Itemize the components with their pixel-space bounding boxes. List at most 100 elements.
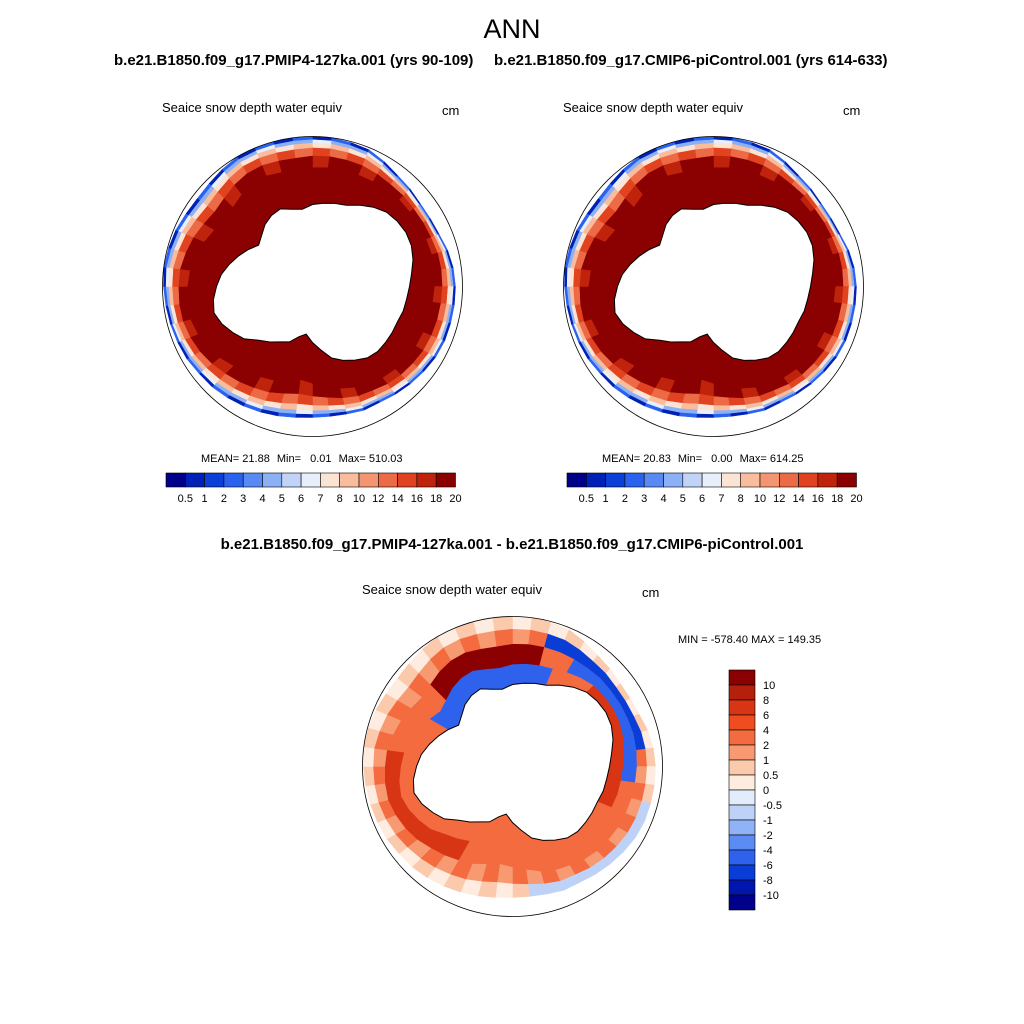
panel3-sea-ice-cell [473,617,495,635]
panel2-colorbar-swatch [605,472,626,488]
panel2-colorbar-swatch [624,472,645,488]
panel1-stats: MEAN= 21.88 Min= 0.01 Max= 510.03 [201,453,403,465]
panel3-sea-ice-cell [623,749,638,767]
panel3-colorbar-swatch [728,879,756,896]
panel1-colorbar-swatch [416,472,437,488]
panel3-sea-ice-cell [384,749,405,767]
panel3-colorbar-swatch [728,714,756,731]
panel3-colorbar-tick-label: 1 [763,755,769,767]
panel2-max-value: 614.25 [769,453,804,465]
panel1-variable-label: Seaice snow depth water equiv [162,100,342,115]
panel2-mean-value: 20.83 [643,453,671,465]
panel3-colorbar-swatch [728,684,756,701]
panel2-min-label: Min= [677,453,703,465]
panel1-colorbar-swatch [223,472,244,488]
panel3-colorbar-tick-label: -8 [763,875,773,887]
panel3-colorbar-swatch [728,669,756,686]
panel1-colorbar-swatch [165,472,186,488]
panel3-colorbar-swatch [728,744,756,761]
panel3-colorbar-tick-label: 0.5 [763,770,778,782]
panel2-colorbar-swatch [836,472,857,488]
panel1-min-value: 0.01 [310,453,332,465]
panel2-colorbar-swatch [663,472,684,488]
panel1-sea-ice-cell [163,266,167,287]
panel3-colorbar-swatch [728,759,756,776]
panel3-colorbar-swatch [728,864,756,881]
panel1-colorbar-tick-label: 18 [430,493,442,505]
panel1-title: b.e21.B1850.f09_g17.PMIP4-127ka.001 (yrs… [114,52,474,69]
panel3-title: b.e21.B1850.f09_g17.PMIP4-127ka.001 - b.… [220,536,804,553]
panel3-sea-ice-cell [527,883,548,897]
panel2-colorbar-swatch [759,472,780,488]
panel2-colorbar-swatch [566,472,587,488]
panel2-stats: MEAN= 20.83 Min= 0.00 Max= 614.25 [602,453,804,465]
panel3-colorbar-tick-label: -0.5 [763,800,782,812]
panel1-colorbar-swatch [242,472,263,488]
panel1-mean-label: MEAN= [201,453,240,465]
panel2-colorbar-tick-label: 1 [603,493,609,505]
panel1-antarctica-outline [212,202,414,361]
panel3-sea-ice-cell [512,628,531,645]
panel3-colorbar-tick-label: 8 [763,695,769,707]
panel1-colorbar-tick-label: 2 [221,493,227,505]
panel2-colorbar-tick-label: 4 [660,493,666,505]
panel3-colorbar-tick-label: -2 [763,830,773,842]
panel1-sea-ice-cell [295,413,313,418]
panel1-sea-ice-cell [312,405,330,412]
panel3-colorbar-swatch [728,849,756,866]
panel2-sea-ice-cell [696,409,714,415]
panel2-colorbar-swatch [701,472,722,488]
panel3-colorbar-tick-label: -4 [763,845,773,857]
panel2-colorbar-tick-label: 7 [718,493,724,505]
panel3-sea-ice-cell [496,643,513,669]
panel2-sea-ice-cell [697,403,714,412]
panel3-variable-label: Seaice snow depth water equiv [362,582,542,597]
panel3-min-value: -578.40 [710,634,749,646]
panel1-colorbar-tick-label: 1 [202,493,208,505]
panel1-polar-map [162,136,463,437]
panel2-title: b.e21.B1850.f09_g17.CMIP6-piControl.001 … [494,52,888,69]
panel1-colorbar-tick-label: 5 [279,493,285,505]
panel3-colorbar-swatch [728,894,756,911]
panel2-min-value: 0.00 [711,453,733,465]
panel1-max-label: Max= [338,453,366,465]
panel1-sea-ice-cell [312,396,329,407]
panel1-colorbar-tick-label: 3 [240,493,246,505]
panel1-sea-ice-cell [295,409,313,415]
panel1-colorbar-swatch [320,472,340,488]
panel3-colorbar-tick-label: 4 [763,725,769,737]
panel2-sea-ice-cell [835,269,844,287]
panel1-colorbar: 0.5 1 2 3 4 5 6 7 8 10 12 14 16 18 20 [165,472,462,505]
panel1-colorbar-swatch [358,472,379,488]
panel2-colorbar-tick-label: 6 [699,493,705,505]
panel3-sea-ice-cell [495,882,513,898]
panel2-sea-ice-cell [713,405,731,412]
panel2-colorbar-tick-label: 18 [831,493,843,505]
panel2-units: cm [843,103,861,118]
panel1-units: cm [442,103,460,118]
panel3-colorbar-swatch [728,789,756,806]
panel1-colorbar-tick-label: 16 [411,493,423,505]
panel1-colorbar-swatch [300,472,321,488]
panel2-antarctica-outline [613,202,815,361]
panel1-colorbar-swatch [378,472,398,488]
panel1-colorbar-swatch [339,472,360,488]
panel3-colorbar: 10 8 6 4 2 1 0.5 0 -0.5 -1 -2 -4 -6 -8 -10 [728,669,782,911]
panel3-sea-ice-cell [620,766,638,783]
panel2-colorbar-tick-label: 12 [773,493,785,505]
panel2-variable-label: Seaice snow depth water equiv [563,100,743,115]
panel3-max-value: 149.35 [787,634,822,646]
panel2-max-label: Max= [739,453,767,465]
panel1-colorbar-swatch [204,472,225,488]
panel2-colorbar-tick-label: 0.5 [579,493,594,505]
panel1-colorbar-swatch [397,472,418,488]
panel1-colorbar-tick-label: 20 [449,493,461,505]
panel3-sea-ice-cell [492,616,513,631]
panel1-mean-value: 21.88 [242,453,270,465]
panel1-colorbar-swatch [435,472,456,488]
panel3-colorbar-tick-label: -1 [763,815,773,827]
panel1-map-border [162,136,463,437]
figure-title: ANN [483,14,541,44]
panel3-sea-ice-cell [634,766,648,785]
panel1-colorbar-tick-label: 8 [337,493,343,505]
